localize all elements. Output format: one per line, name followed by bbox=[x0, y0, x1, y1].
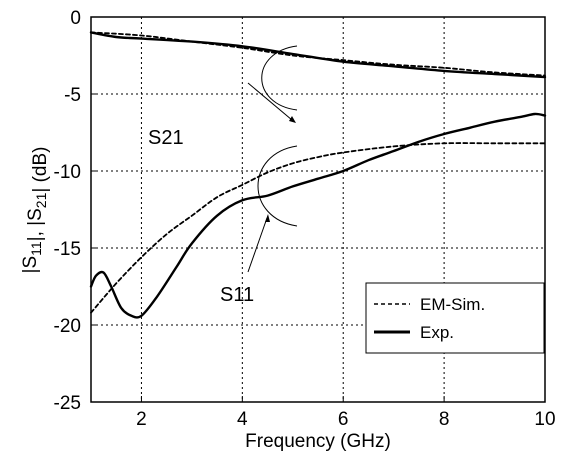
y-axis-title: |S11|, |S21| (dB) bbox=[20, 147, 51, 274]
tick-labels: 2 4 6 8 10 0 -5 -10 -15 -20 -25 bbox=[54, 8, 556, 430]
s11-arrow bbox=[247, 217, 268, 273]
s21-arrow bbox=[247, 82, 293, 121]
y-tick-label: -5 bbox=[64, 85, 81, 106]
x-tick-label: 8 bbox=[439, 409, 450, 430]
legend-label-exp: Exp. bbox=[420, 323, 454, 342]
annotation-layer: S21 S11 bbox=[148, 45, 298, 306]
y-tick-label: -10 bbox=[54, 162, 81, 183]
x-tick-label: 4 bbox=[237, 409, 248, 430]
y-tick-label: -15 bbox=[54, 239, 81, 260]
series-layer bbox=[89, 31, 547, 319]
s11-arrowhead bbox=[265, 214, 270, 222]
legend: EM-Sim. Exp. bbox=[365, 282, 545, 354]
x-axis-title: Frequency (GHz) bbox=[245, 431, 391, 452]
series-s11-em-sim bbox=[90, 142, 546, 314]
plot-frame bbox=[90, 16, 546, 403]
legend-box bbox=[365, 282, 545, 354]
s21-bracket bbox=[261, 45, 298, 111]
y-tick-label: 0 bbox=[70, 8, 81, 29]
series-s11-exp bbox=[89, 112, 547, 319]
legend-label-em-sim: EM-Sim. bbox=[420, 295, 485, 314]
s21-arrowhead bbox=[289, 116, 296, 123]
y-tick-label: -25 bbox=[54, 393, 81, 414]
x-tick-label: 2 bbox=[136, 409, 147, 430]
series-s21-exp bbox=[89, 31, 547, 79]
y-tick-label: -20 bbox=[54, 316, 81, 337]
x-tick-label: 10 bbox=[534, 409, 555, 430]
s21-label: S21 bbox=[148, 127, 184, 149]
s11-bracket bbox=[257, 145, 298, 227]
x-tick-label: 6 bbox=[338, 409, 349, 430]
s11-label: S11 bbox=[220, 284, 254, 306]
